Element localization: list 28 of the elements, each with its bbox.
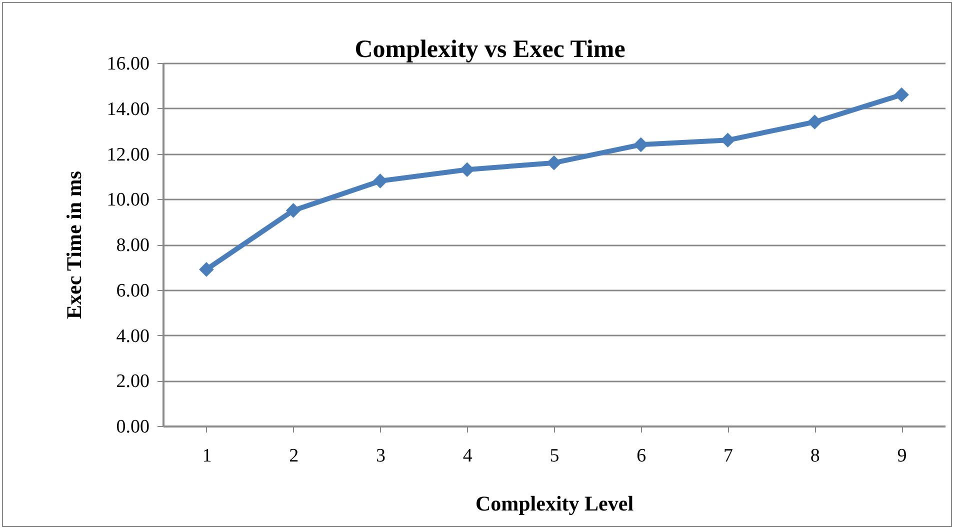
point xyxy=(286,203,301,218)
point xyxy=(372,174,388,188)
point xyxy=(807,114,822,130)
chart-title: Complexity vs Exec Time xyxy=(354,36,626,63)
y-tick-label: 16.00 xyxy=(106,54,150,74)
x-tick-label: 5 xyxy=(550,446,560,466)
x-tick-label: 6 xyxy=(636,446,646,466)
x-tick-label: 2 xyxy=(289,446,299,466)
x-axis-title: Complexity Level xyxy=(475,492,634,516)
x-tick-label: 9 xyxy=(897,446,907,466)
x-tick-label: 7 xyxy=(724,446,734,466)
point xyxy=(199,262,214,277)
y-tick-label: 8.00 xyxy=(116,235,150,256)
point xyxy=(633,137,648,152)
y-axis-title: Exec Time in ms xyxy=(62,171,86,319)
y-tick-label: 14.00 xyxy=(106,98,150,120)
y-tick-label: 10.00 xyxy=(106,190,150,211)
point xyxy=(546,155,562,170)
y-tick-label: 4.00 xyxy=(116,326,150,347)
y-tick-label: 0.00 xyxy=(116,416,150,438)
point xyxy=(894,87,909,102)
x-tick-label: 4 xyxy=(462,446,473,466)
x-tick-label: 1 xyxy=(202,446,212,466)
x-tick-label: 8 xyxy=(810,446,820,466)
y-tick-label: 12.00 xyxy=(106,144,150,166)
x-tick-label: 3 xyxy=(376,446,386,466)
y-tick-label: 2.00 xyxy=(116,371,150,392)
y-tick-label: 6.00 xyxy=(116,280,150,302)
